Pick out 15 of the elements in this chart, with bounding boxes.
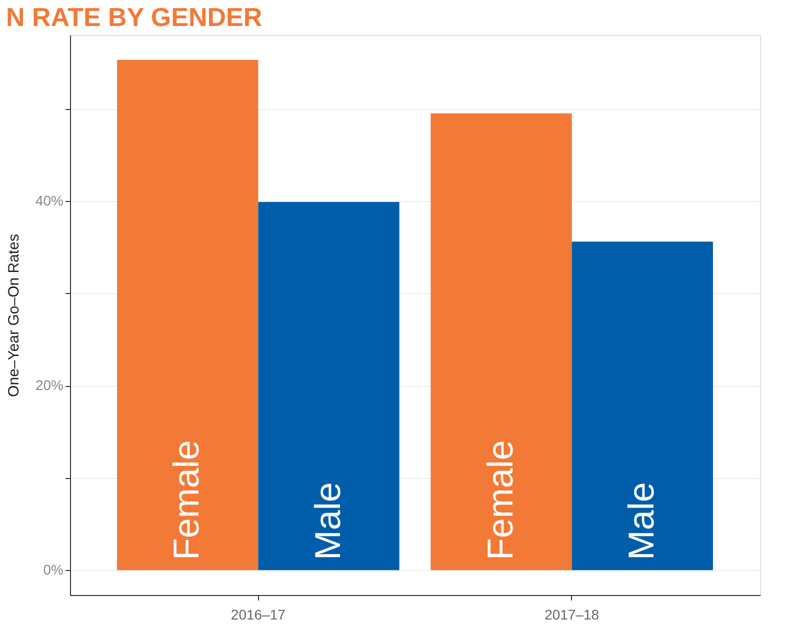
- y-tick-label: 20%: [35, 377, 64, 394]
- y-axis-title: One–Year Go–On Rates: [5, 234, 22, 397]
- y-tick-label: 0%: [43, 562, 64, 578]
- x-tick-label: 2017–18: [544, 606, 600, 622]
- bar: [258, 202, 400, 570]
- x-tick-label: 2016–17: [230, 606, 286, 622]
- chart-title: N RATE BY GENDER: [6, 2, 262, 32]
- series-label: Male: [306, 482, 348, 560]
- text: Male: [620, 482, 662, 560]
- bar: [430, 113, 572, 570]
- y-tick-label: 40%: [35, 192, 64, 209]
- bar: [117, 60, 258, 570]
- bar: [572, 242, 713, 570]
- text: Female: [479, 440, 520, 560]
- series-label: Female: [166, 440, 207, 560]
